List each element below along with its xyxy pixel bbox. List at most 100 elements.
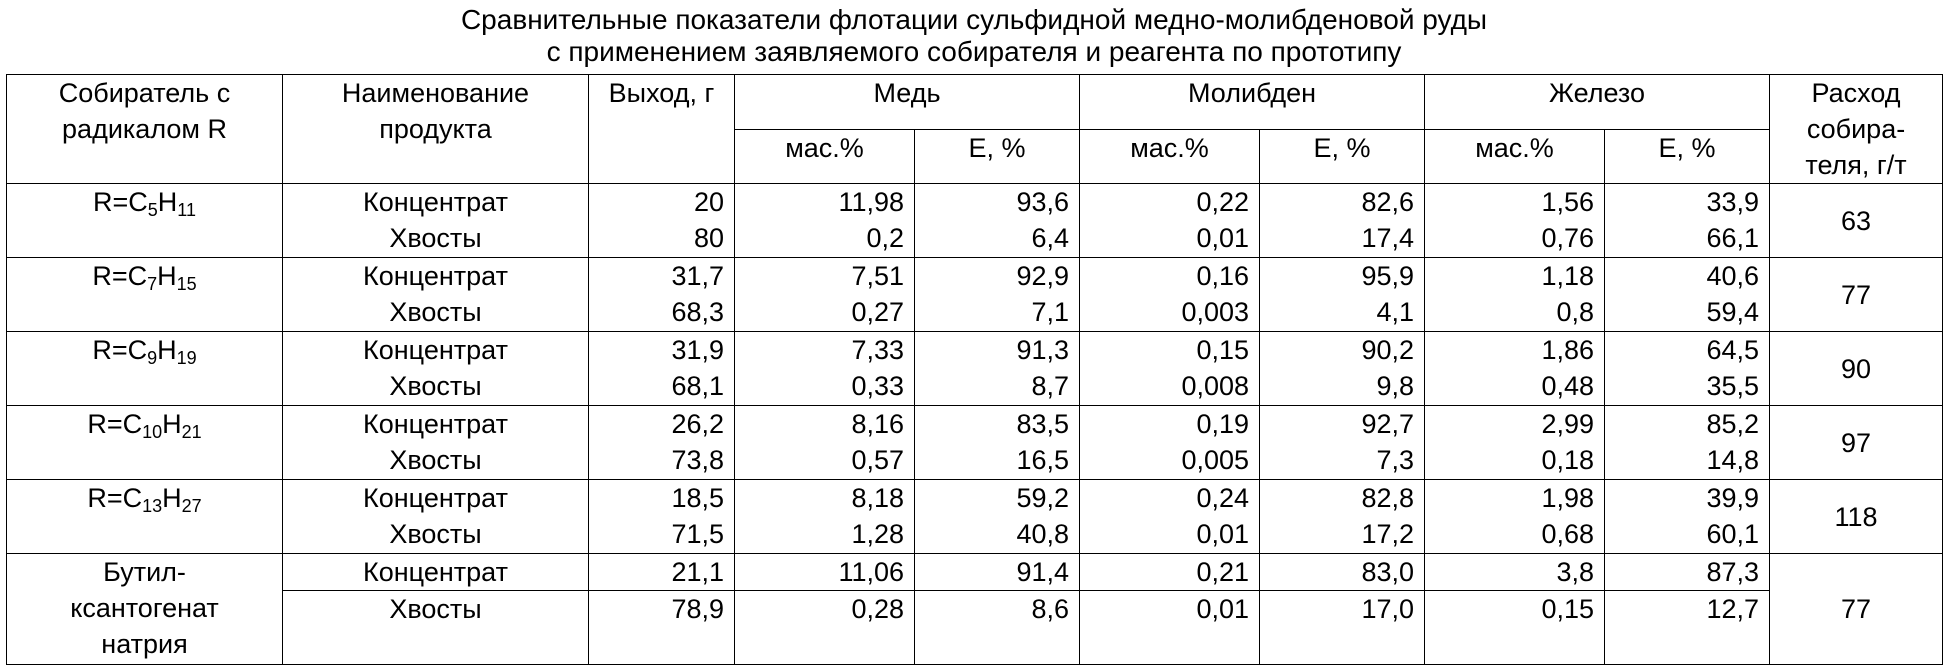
header-row-1: Собиратель с радикалом R Наименование пр… [7, 75, 1943, 130]
formula-h-subscript: 15 [177, 274, 197, 294]
tails-mo-rec: 17,4 [1270, 220, 1414, 256]
tails-yield: 80 [599, 220, 724, 256]
collector-formula: R=C7H15 [7, 258, 283, 332]
concentrate-fe-rec: 64,5 [1615, 332, 1759, 368]
tails-fe-mass: 0,8 [1435, 294, 1594, 330]
concentrate-fe-mass: 1,56 [1435, 184, 1594, 220]
value-cu-mass: 11,980,2 [735, 184, 915, 258]
header-yield: Выход, г [589, 75, 735, 184]
concentrate-mo-mass: 0,24 [1090, 480, 1249, 516]
concentrate-mo-rec: 92,7 [1270, 406, 1414, 442]
concentrate-yield: 31,7 [599, 258, 724, 294]
header-copper: Медь [735, 75, 1080, 130]
formula-c-subscript: 13 [142, 496, 162, 516]
prototype-cu-rec: 91,4 8,6 [915, 554, 1080, 665]
tails-yield: 68,3 [599, 294, 724, 330]
value-fe-rec: 33,966,1 [1605, 184, 1770, 258]
header-iron: Железо [1425, 75, 1770, 130]
concentrate-cu-rec: 92,9 [925, 258, 1069, 294]
product-concentrate-label: Концентрат [293, 480, 578, 516]
formula-h-prefix: H [162, 409, 182, 439]
prototype-tails-fe-rec: 12,7 [1605, 591, 1769, 627]
prototype-concentrate-cu-mass: 11,06 [735, 554, 914, 591]
tails-cu-rec: 8,7 [925, 368, 1069, 404]
formula-h-subscript: 19 [177, 348, 197, 368]
value-mo-mass: 0,150,008 [1080, 332, 1260, 406]
product-names: КонцентратХвосты [283, 480, 589, 554]
value-cu-mass: 8,160,57 [735, 406, 915, 480]
product-concentrate-label: Концентрат [293, 332, 578, 368]
formula-r-prefix: R=C [93, 187, 148, 217]
product-tails-label: Хвосты [293, 220, 578, 256]
header-collector: Собиратель с радикалом R [7, 75, 283, 184]
value-fe-mass: 2,990,18 [1425, 406, 1605, 480]
header-consumption-text: Расход собира-теля, г/т [1780, 75, 1932, 183]
value-cu-mass: 7,330,33 [735, 332, 915, 406]
tails-mo-mass: 0,01 [1090, 516, 1249, 552]
prototype-mo-rec: 83,0 17,0 [1260, 554, 1425, 665]
product-concentrate-label: Концентрат [293, 406, 578, 442]
prototype-products: Концентрат Хвосты [283, 554, 589, 665]
concentrate-cu-mass: 7,51 [745, 258, 904, 294]
concentrate-fe-mass: 1,18 [1435, 258, 1594, 294]
value-cu-rec: 59,240,8 [915, 480, 1080, 554]
concentrate-yield: 18,5 [599, 480, 724, 516]
product-tails-label: Хвосты [293, 294, 578, 330]
value-yield: 31,768,3 [589, 258, 735, 332]
tails-fe-mass: 0,76 [1435, 220, 1594, 256]
table-row: R=C9H19КонцентратХвосты31,968,17,330,339… [7, 332, 1943, 406]
tails-mo-rec: 4,1 [1270, 294, 1414, 330]
prototype-yield: 21,1 78,9 [589, 554, 735, 665]
table-title: Сравнительные показатели флотации сульфи… [0, 4, 1948, 68]
concentrate-yield: 20 [599, 184, 724, 220]
formula-c-subscript: 5 [148, 200, 158, 220]
tails-fe-rec: 66,1 [1615, 220, 1759, 256]
concentrate-yield: 31,9 [599, 332, 724, 368]
formula-r-prefix: R=C [92, 261, 147, 291]
value-mo-rec: 82,817,2 [1260, 480, 1425, 554]
prototype-cu-mass: 11,06 0,28 [735, 554, 915, 665]
product-names: КонцентратХвосты [283, 184, 589, 258]
prototype-name-line-1: Бутил- [17, 554, 272, 590]
tails-cu-mass: 0,27 [745, 294, 904, 330]
header-product-text: Наименование продукта [293, 75, 578, 147]
prototype-concentrate-mo-rec: 83,0 [1260, 554, 1424, 591]
prototype-tails-label: Хвосты [283, 591, 588, 627]
value-yield: 26,273,8 [589, 406, 735, 480]
consumption-value: 118 [1770, 480, 1943, 554]
value-yield: 2080 [589, 184, 735, 258]
tails-cu-mass: 1,28 [745, 516, 904, 552]
flotation-table: Собиратель с радикалом R Наименование пр… [6, 74, 1943, 665]
title-line-1: Сравнительные показатели флотации сульфи… [0, 4, 1948, 36]
value-cu-mass: 8,181,28 [735, 480, 915, 554]
tails-fe-mass: 0,18 [1435, 442, 1594, 478]
header-molybdenum-recovery: Е, % [1260, 129, 1425, 184]
concentrate-yield: 26,2 [599, 406, 724, 442]
concentrate-cu-rec: 91,3 [925, 332, 1069, 368]
concentrate-cu-mass: 8,18 [745, 480, 904, 516]
formula-c-subscript: 9 [147, 348, 157, 368]
prototype-tails-mo-mass: 0,01 [1080, 591, 1259, 627]
formula-r-prefix: R=C [87, 409, 142, 439]
concentrate-fe-mass: 2,99 [1435, 406, 1594, 442]
value-fe-rec: 85,214,8 [1605, 406, 1770, 480]
value-cu-rec: 92,97,1 [915, 258, 1080, 332]
tails-cu-rec: 16,5 [925, 442, 1069, 478]
tails-fe-rec: 60,1 [1615, 516, 1759, 552]
value-mo-rec: 90,29,8 [1260, 332, 1425, 406]
tails-cu-mass: 0,57 [745, 442, 904, 478]
product-names: КонцентратХвосты [283, 332, 589, 406]
collector-formula: R=C13H27 [7, 480, 283, 554]
prototype-mo-mass: 0,21 0,01 [1080, 554, 1260, 665]
prototype-concentrate-mo-mass: 0,21 [1080, 554, 1259, 591]
tails-cu-mass: 0,2 [745, 220, 904, 256]
header-iron-mass: мас.% [1425, 129, 1605, 184]
formula-h-prefix: H [158, 187, 178, 217]
value-mo-mass: 0,240,01 [1080, 480, 1260, 554]
value-yield: 31,968,1 [589, 332, 735, 406]
table-row: R=C13H27КонцентратХвосты18,571,58,181,28… [7, 480, 1943, 554]
collector-formula: R=C9H19 [7, 332, 283, 406]
prototype-tails-fe-mass: 0,15 [1425, 591, 1604, 627]
consumption-value: 97 [1770, 406, 1943, 480]
tails-yield: 68,1 [599, 368, 724, 404]
